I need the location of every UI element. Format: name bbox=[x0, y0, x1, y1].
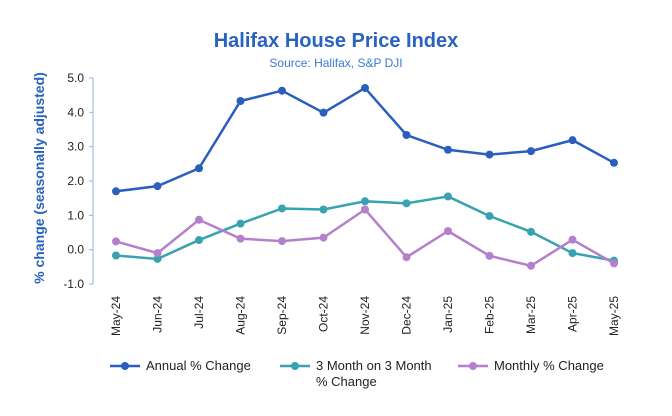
chart-title: Halifax House Price Index bbox=[213, 30, 459, 52]
legend-marker-annual-change bbox=[121, 362, 129, 370]
data-point-3-month-on-3-month-change bbox=[153, 254, 162, 263]
data-point-monthly-change bbox=[610, 259, 618, 268]
x-tick-label: Oct-24 bbox=[317, 296, 331, 332]
x-tick-label: Feb-25 bbox=[483, 296, 497, 334]
x-tick-label: May-25 bbox=[607, 296, 621, 336]
data-point-annual-change bbox=[444, 145, 452, 154]
x-tick-label: Aug-24 bbox=[234, 296, 248, 335]
data-point-monthly-change bbox=[485, 251, 494, 260]
data-point-3-month-on-3-month-change bbox=[278, 204, 286, 213]
data-point-annual-change bbox=[402, 130, 411, 139]
x-tick-label: Sep-24 bbox=[275, 296, 289, 335]
data-point-annual-change bbox=[236, 97, 245, 106]
y-tick-label: 4.0 bbox=[67, 105, 84, 119]
data-point-annual-change bbox=[485, 150, 494, 159]
x-tick-label: Jan-25 bbox=[441, 296, 455, 333]
x-tick-label: Jul-24 bbox=[192, 296, 206, 329]
data-point-3-month-on-3-month-change bbox=[568, 249, 577, 258]
data-point-annual-change bbox=[568, 136, 577, 145]
x-tick-label: Apr-25 bbox=[566, 296, 580, 332]
x-tick-label: May-24 bbox=[109, 296, 123, 336]
data-point-3-month-on-3-month-change bbox=[236, 219, 245, 228]
x-tick-label: Mar-25 bbox=[524, 296, 538, 334]
data-point-3-month-on-3-month-change bbox=[444, 192, 452, 201]
data-point-annual-change bbox=[278, 86, 286, 95]
legend-label-3-month-on-3-month-change: 3 Month on 3 Month % Change bbox=[316, 358, 432, 389]
data-point-monthly-change bbox=[278, 237, 286, 246]
series-line-annual-change bbox=[115, 86, 615, 193]
data-point-annual-change bbox=[527, 147, 535, 156]
data-point-monthly-change bbox=[319, 233, 328, 242]
y-tick-label: 1.0 bbox=[67, 208, 84, 222]
y-tick-label: 2.0 bbox=[67, 174, 84, 188]
x-tick-label: Nov-24 bbox=[358, 296, 372, 335]
data-point-monthly-change bbox=[527, 261, 535, 270]
data-point-monthly-change bbox=[402, 253, 411, 262]
legend-label-annual-change: Annual % Change bbox=[146, 358, 251, 373]
y-tick-label: -1.0 bbox=[63, 277, 84, 291]
data-point-3-month-on-3-month-change bbox=[527, 227, 535, 236]
y-axis-label: % change (seasonally adjusted) bbox=[31, 72, 47, 284]
data-point-monthly-change bbox=[195, 215, 203, 224]
data-point-annual-change bbox=[195, 164, 203, 173]
data-point-3-month-on-3-month-change bbox=[485, 212, 494, 221]
data-point-3-month-on-3-month-change bbox=[361, 197, 369, 206]
data-point-monthly-change bbox=[361, 205, 369, 214]
data-point-3-month-on-3-month-change bbox=[402, 199, 411, 208]
y-tick-label: 3.0 bbox=[67, 140, 84, 154]
data-point-annual-change bbox=[153, 182, 162, 191]
legend-label-monthly-change: Monthly % Change bbox=[494, 358, 604, 373]
data-point-3-month-on-3-month-change bbox=[195, 236, 203, 245]
data-point-monthly-change bbox=[153, 249, 162, 258]
data-point-3-month-on-3-month-change bbox=[112, 251, 120, 260]
y-tick-label: 5.0 bbox=[67, 71, 84, 85]
y-tick-label: 0.0 bbox=[67, 243, 84, 257]
data-point-annual-change bbox=[610, 158, 618, 167]
data-point-monthly-change bbox=[568, 235, 577, 244]
data-point-3-month-on-3-month-change bbox=[319, 205, 328, 214]
chart-subtitle: Source: Halifax, S&P DJI bbox=[269, 56, 403, 70]
data-point-annual-change bbox=[361, 83, 369, 92]
legend-marker-3-month-on-3-month-change bbox=[291, 362, 299, 370]
data-point-monthly-change bbox=[112, 237, 120, 246]
legend-marker-monthly-change bbox=[469, 362, 477, 370]
series-line-monthly-change bbox=[115, 207, 615, 268]
data-point-annual-change bbox=[319, 108, 328, 117]
x-tick-label: Dec-24 bbox=[400, 296, 414, 335]
x-tick-label: Jun-24 bbox=[151, 296, 165, 333]
data-point-annual-change bbox=[112, 187, 120, 196]
data-point-monthly-change bbox=[444, 227, 452, 236]
data-point-monthly-change bbox=[236, 234, 245, 243]
